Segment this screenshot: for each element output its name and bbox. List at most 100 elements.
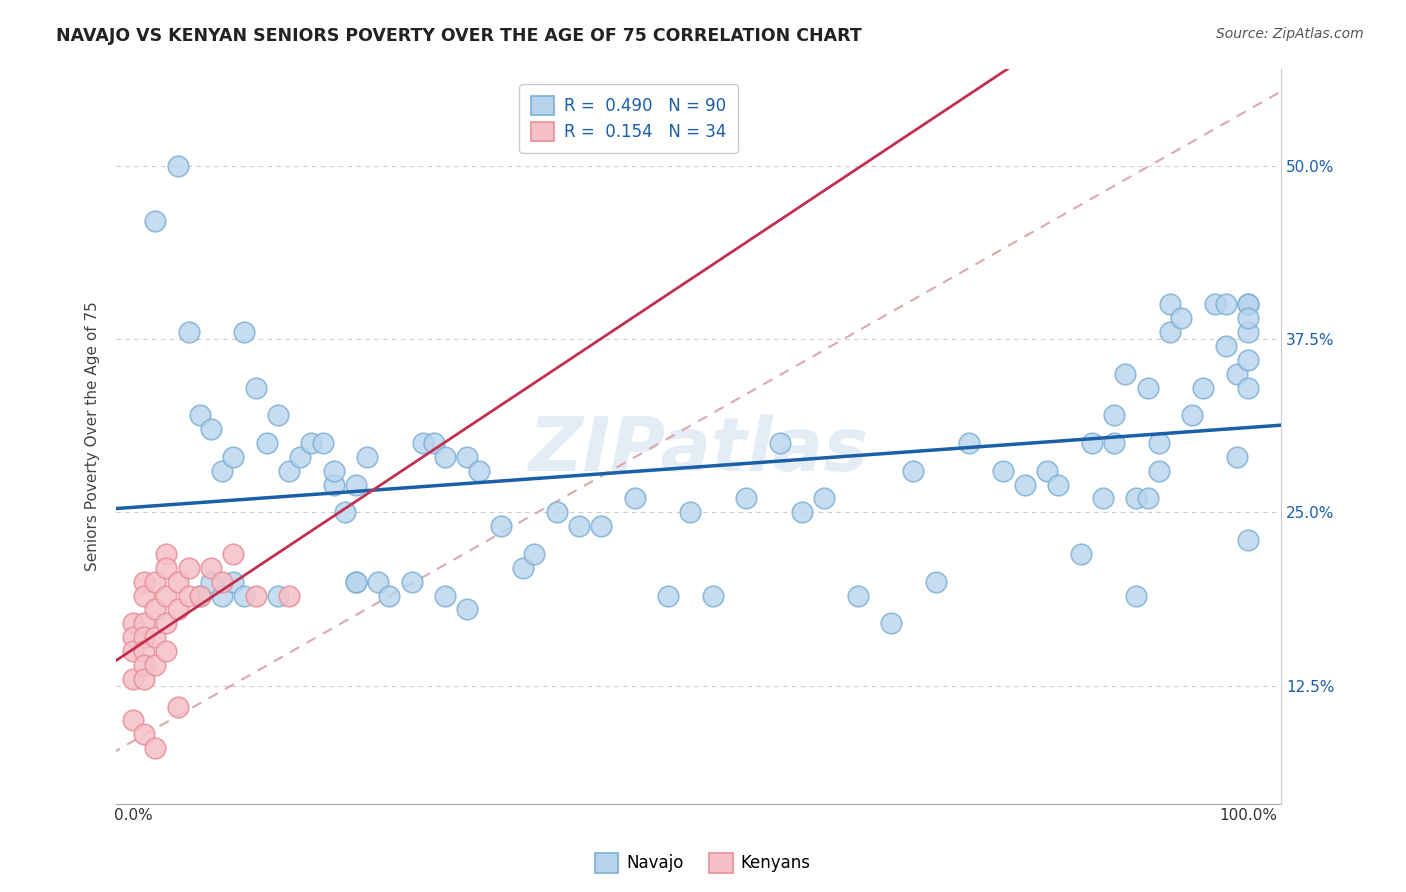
Point: [367, 574, 389, 589]
Point: [143, 741, 166, 756]
Point: [222, 450, 245, 464]
Point: [122, 630, 145, 644]
Point: [166, 159, 188, 173]
Point: [1136, 491, 1159, 506]
Point: [211, 589, 233, 603]
Point: [245, 589, 267, 603]
Point: [188, 589, 211, 603]
Point: [278, 589, 301, 603]
Point: [233, 589, 256, 603]
Point: [200, 574, 222, 589]
Point: [143, 657, 166, 672]
Point: [1226, 367, 1249, 381]
Point: [1014, 477, 1036, 491]
Point: [200, 422, 222, 436]
Point: [134, 589, 156, 603]
Point: [211, 464, 233, 478]
Y-axis label: Seniors Poverty Over the Age of 75: Seniors Poverty Over the Age of 75: [86, 301, 100, 571]
Point: [1237, 297, 1260, 311]
Point: [546, 505, 568, 519]
Point: [1237, 311, 1260, 326]
Point: [290, 450, 312, 464]
Point: [1237, 325, 1260, 339]
Point: [344, 477, 367, 491]
Point: [512, 561, 534, 575]
Point: [134, 644, 156, 658]
Point: [1125, 491, 1147, 506]
Point: [177, 589, 200, 603]
Point: [155, 561, 177, 575]
Point: [925, 574, 948, 589]
Point: [245, 380, 267, 394]
Point: [134, 672, 156, 686]
Point: [1081, 436, 1104, 450]
Point: [256, 436, 278, 450]
Point: [143, 214, 166, 228]
Point: [1147, 436, 1170, 450]
Point: [143, 630, 166, 644]
Point: [456, 450, 478, 464]
Point: [1102, 409, 1125, 423]
Point: [177, 561, 200, 575]
Point: [1181, 409, 1204, 423]
Point: [134, 616, 156, 631]
Point: [222, 547, 245, 561]
Point: [166, 574, 188, 589]
Point: [344, 574, 367, 589]
Point: [267, 409, 290, 423]
Point: [412, 436, 434, 450]
Point: [1091, 491, 1114, 506]
Point: [1237, 533, 1260, 547]
Legend: R =  0.490   N = 90, R =  0.154   N = 34: R = 0.490 N = 90, R = 0.154 N = 34: [519, 84, 738, 153]
Point: [489, 519, 512, 533]
Point: [356, 450, 378, 464]
Point: [333, 505, 356, 519]
Point: [735, 491, 758, 506]
Point: [657, 589, 679, 603]
Point: [166, 699, 188, 714]
Point: [155, 616, 177, 631]
Point: [991, 464, 1014, 478]
Point: [1047, 477, 1070, 491]
Point: [134, 574, 156, 589]
Text: ZIPatlas: ZIPatlas: [529, 414, 869, 487]
Point: [188, 409, 211, 423]
Point: [1204, 297, 1226, 311]
Point: [790, 505, 813, 519]
Point: [769, 436, 792, 450]
Point: [233, 325, 256, 339]
Point: [846, 589, 869, 603]
Point: [155, 644, 177, 658]
Point: [401, 574, 423, 589]
Point: [1159, 297, 1181, 311]
Point: [143, 602, 166, 616]
Point: [1237, 297, 1260, 311]
Point: [122, 616, 145, 631]
Point: [134, 657, 156, 672]
Point: [1192, 380, 1215, 394]
Point: [222, 574, 245, 589]
Point: [523, 547, 546, 561]
Point: [1125, 589, 1147, 603]
Point: [1036, 464, 1059, 478]
Point: [903, 464, 925, 478]
Point: [278, 464, 301, 478]
Point: [467, 464, 489, 478]
Point: [1226, 450, 1249, 464]
Point: [1215, 339, 1237, 353]
Point: [1070, 547, 1092, 561]
Point: [1215, 297, 1237, 311]
Point: [122, 714, 145, 728]
Point: [378, 589, 401, 603]
Point: [434, 589, 457, 603]
Point: [1136, 380, 1159, 394]
Point: [679, 505, 702, 519]
Point: [1159, 325, 1181, 339]
Point: [1170, 311, 1192, 326]
Point: [311, 436, 333, 450]
Point: [155, 547, 177, 561]
Point: [322, 477, 344, 491]
Point: [1237, 380, 1260, 394]
Point: [423, 436, 446, 450]
Point: [122, 644, 145, 658]
